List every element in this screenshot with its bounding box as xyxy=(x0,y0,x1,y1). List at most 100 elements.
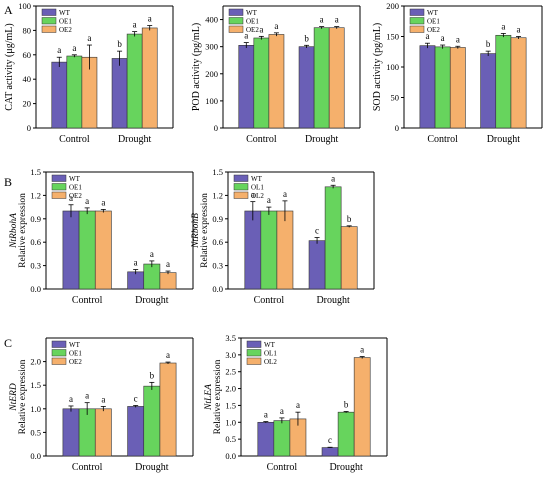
y-tick-label: 150 xyxy=(386,32,399,42)
y-tick-label: 1.5 xyxy=(30,167,41,177)
x-tick-label: Control xyxy=(72,295,103,306)
legend-label: OE2 xyxy=(69,358,82,366)
y-axis-label: Relative expression xyxy=(200,193,210,268)
bar-oe1 xyxy=(337,411,355,457)
y-tick-label: 0.0 xyxy=(30,284,41,294)
legend-label: WT xyxy=(427,9,439,17)
legend-label: WT xyxy=(69,341,81,349)
legend-label: WT xyxy=(59,9,71,17)
x-tick-label: Drought xyxy=(316,295,350,306)
legend-label: OE1 xyxy=(69,184,82,192)
x-tick-label: Drought xyxy=(305,134,339,145)
legend-swatch xyxy=(409,25,425,33)
significance-letter: a xyxy=(166,350,170,360)
bar-wt xyxy=(238,45,255,129)
legend-label: OL2 xyxy=(251,192,264,200)
panel-label-a: A xyxy=(4,3,13,17)
bar-oe1 xyxy=(324,186,342,290)
bar-wt xyxy=(51,61,68,129)
bar-oe1 xyxy=(253,37,270,129)
legend-label: OL1 xyxy=(251,184,264,192)
bar-oe2 xyxy=(328,27,345,129)
significance-letter: a xyxy=(259,24,263,34)
bar-oe2 xyxy=(94,408,112,457)
bar-oe1 xyxy=(66,55,83,129)
bar-wt xyxy=(480,53,497,129)
legend-label: OE1 xyxy=(246,18,259,26)
y-axis-label: Relative expression xyxy=(213,359,223,434)
legend-swatch xyxy=(233,191,249,199)
significance-letter: a xyxy=(166,259,170,269)
significance-letter: a xyxy=(148,14,152,24)
bar-oe2 xyxy=(159,362,177,457)
y-tick-label: 0.0 xyxy=(212,284,223,294)
bar-wt xyxy=(62,210,80,290)
significance-letter: a xyxy=(244,31,248,41)
legend-swatch xyxy=(228,8,244,16)
legend-label: OE2 xyxy=(246,26,259,34)
y-tick-label: 0.5 xyxy=(225,434,236,444)
y-axis-label: Relative expression xyxy=(18,359,28,434)
y-tick-label: 200 xyxy=(386,1,399,11)
significance-letter: a xyxy=(133,20,137,30)
bar-wt xyxy=(111,58,128,129)
y-tick-label: 0 xyxy=(27,123,31,133)
bar-oe2 xyxy=(94,210,112,290)
bar-oe2 xyxy=(276,210,294,290)
legend-swatch xyxy=(228,17,244,25)
significance-letter: b xyxy=(347,214,352,224)
significance-letter: a xyxy=(101,197,105,207)
y-tick-label: 1.2 xyxy=(212,190,223,200)
significance-letter: a xyxy=(101,394,105,404)
significance-letter: a xyxy=(283,189,287,199)
gene-name-label: NtRbohA xyxy=(9,213,19,249)
significance-letter: c xyxy=(315,226,319,236)
y-tick-label: 0.5 xyxy=(30,427,41,437)
legend-swatch xyxy=(246,357,262,365)
y-tick-label: 0.0 xyxy=(225,451,236,461)
chart-5: 0.0 0.3 0.6 0.9 1.2 1.5 NtRbohB Relative expres… xyxy=(191,167,375,306)
legend-label: OE1 xyxy=(59,18,72,26)
y-axis-label: CAT activity (μg/mL) xyxy=(4,23,15,110)
bar-oe1 xyxy=(495,34,512,129)
legend-swatch xyxy=(51,191,67,199)
legend-label: OE2 xyxy=(427,26,440,34)
panel-label-c: C xyxy=(4,336,12,350)
significance-letter: a xyxy=(425,31,429,41)
y-tick-label: 0.0 xyxy=(30,451,41,461)
y-tick-label: 0.9 xyxy=(212,214,223,224)
bar-wt xyxy=(62,408,80,457)
significance-letter: b xyxy=(117,39,122,49)
bar-oe1 xyxy=(273,420,291,457)
x-tick-label: Control xyxy=(427,134,458,145)
legend-swatch xyxy=(246,349,262,357)
y-tick-label: 1.5 xyxy=(225,400,236,410)
panel-label-b: B xyxy=(4,175,12,189)
y-tick-label: 100 xyxy=(386,62,399,72)
significance-letter: a xyxy=(280,406,284,416)
y-tick-label: 3.0 xyxy=(225,350,236,360)
gene-name-label: NtLEA xyxy=(204,384,214,411)
legend-swatch xyxy=(41,17,57,25)
x-tick-label: Control xyxy=(246,134,277,145)
bar-wt xyxy=(298,46,315,129)
bar-oe1 xyxy=(78,408,96,457)
bar-wt xyxy=(419,45,436,129)
y-tick-label: 0 xyxy=(214,123,218,133)
significance-letter: a xyxy=(274,21,278,31)
y-tick-label: 400 xyxy=(205,15,218,25)
chart-3: 0 50 100 150 200 SOD activity (pg/mL) a a a Contr… xyxy=(372,1,543,145)
significance-letter: a xyxy=(85,391,89,401)
significance-letter: a xyxy=(441,33,445,43)
significance-letter: a xyxy=(360,345,364,355)
x-tick-label: Control xyxy=(72,462,103,473)
legend-swatch xyxy=(51,357,67,365)
legend-label: OE1 xyxy=(427,18,440,26)
legend-swatch xyxy=(409,8,425,16)
legend-swatch xyxy=(233,174,249,182)
y-tick-label: 2.0 xyxy=(30,357,41,367)
significance-letter: b xyxy=(150,370,155,380)
y-tick-label: 2.5 xyxy=(225,367,236,377)
y-tick-label: 2.0 xyxy=(225,384,236,394)
bar-wt xyxy=(308,240,326,290)
